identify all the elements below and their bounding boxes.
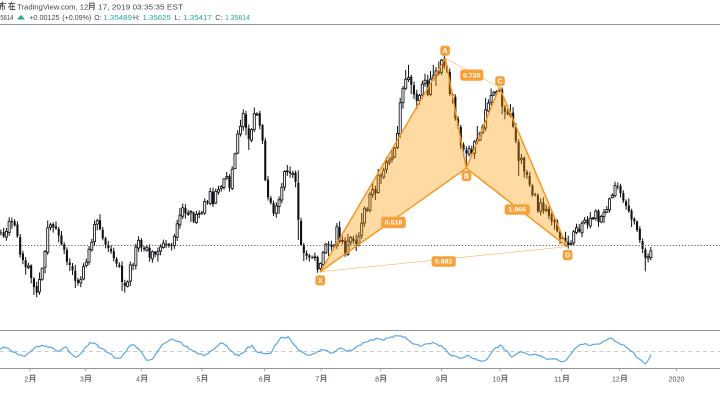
- svg-text:1.35625: 1.35625: [143, 13, 171, 22]
- svg-text:11: 11: [554, 376, 562, 383]
- svg-text:1.35614: 1.35614: [225, 13, 250, 22]
- svg-text:1.35489: 1.35489: [103, 13, 132, 22]
- svg-text:8: 8: [375, 376, 379, 383]
- svg-text:9: 9: [436, 376, 440, 383]
- svg-text:17, 2019 03:35:35 EST: 17, 2019 03:35:35 EST: [98, 2, 184, 11]
- svg-text:C:: C:: [215, 13, 222, 22]
- svg-text:(+0.09%): (+0.09%): [62, 13, 91, 22]
- svg-text:O:: O:: [94, 13, 101, 22]
- svg-text:+0.00125: +0.00125: [29, 13, 59, 22]
- svg-text:H:: H:: [133, 13, 140, 22]
- svg-text:X: X: [318, 278, 323, 285]
- svg-text:D: D: [565, 253, 570, 260]
- svg-text:5614: 5614: [0, 13, 13, 22]
- svg-text:L:: L:: [175, 13, 181, 22]
- svg-text:B: B: [464, 173, 469, 180]
- svg-text:1.35417: 1.35417: [183, 13, 211, 22]
- svg-text:A: A: [443, 48, 448, 55]
- svg-text:7: 7: [315, 376, 319, 383]
- svg-text:C: C: [497, 79, 502, 86]
- svg-text:2: 2: [24, 376, 28, 383]
- svg-text:0.726: 0.726: [463, 72, 481, 79]
- svg-text:3: 3: [80, 376, 84, 383]
- svg-text:12: 12: [612, 376, 620, 383]
- svg-text:0.882: 0.882: [435, 259, 453, 266]
- svg-text:6: 6: [259, 376, 263, 383]
- svg-text:4: 4: [136, 376, 140, 383]
- svg-text:10: 10: [493, 376, 501, 383]
- svg-text:2020: 2020: [669, 376, 685, 383]
- svg-text:0.518: 0.518: [385, 220, 403, 227]
- svg-text:5: 5: [196, 376, 200, 383]
- svg-text:TradingView.com, 12: TradingView.com, 12: [17, 2, 88, 11]
- svg-text:1.966: 1.966: [509, 207, 527, 214]
